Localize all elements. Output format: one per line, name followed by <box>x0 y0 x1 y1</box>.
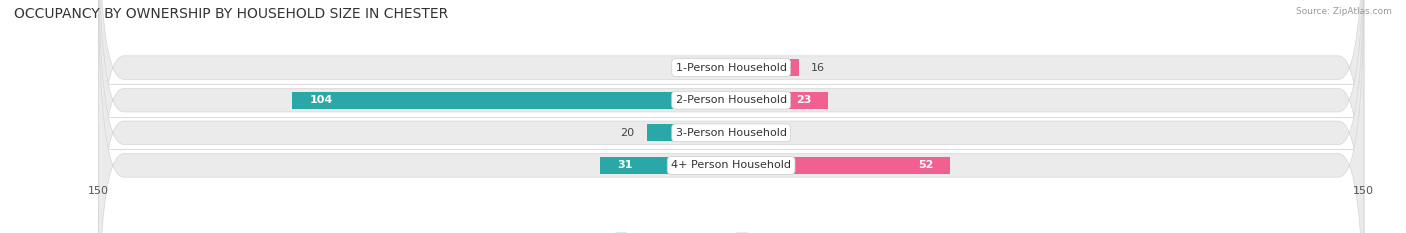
Text: 1-Person Household: 1-Person Household <box>676 63 786 72</box>
Bar <box>647 124 731 141</box>
Bar <box>731 59 799 76</box>
Text: 20: 20 <box>620 128 634 138</box>
Bar <box>697 59 731 76</box>
Legend: Owner-occupied, Renter-occupied: Owner-occupied, Renter-occupied <box>610 229 852 233</box>
Bar <box>600 157 731 174</box>
Text: 2-Person Household: 2-Person Household <box>675 95 787 105</box>
FancyBboxPatch shape <box>98 0 1364 233</box>
Text: 3-Person Household: 3-Person Household <box>676 128 786 138</box>
FancyBboxPatch shape <box>98 0 1364 233</box>
Bar <box>292 92 731 109</box>
Text: 4+ Person Household: 4+ Person Household <box>671 161 792 170</box>
Bar <box>731 92 828 109</box>
Text: 0: 0 <box>744 128 751 138</box>
Text: 52: 52 <box>918 161 934 170</box>
FancyBboxPatch shape <box>98 0 1364 233</box>
Text: 8: 8 <box>678 63 685 72</box>
FancyBboxPatch shape <box>98 0 1364 233</box>
Bar <box>731 157 950 174</box>
Text: 104: 104 <box>309 95 333 105</box>
Text: Source: ZipAtlas.com: Source: ZipAtlas.com <box>1296 7 1392 16</box>
Text: 31: 31 <box>617 161 633 170</box>
Text: OCCUPANCY BY OWNERSHIP BY HOUSEHOLD SIZE IN CHESTER: OCCUPANCY BY OWNERSHIP BY HOUSEHOLD SIZE… <box>14 7 449 21</box>
Text: 16: 16 <box>811 63 825 72</box>
Text: 23: 23 <box>796 95 811 105</box>
